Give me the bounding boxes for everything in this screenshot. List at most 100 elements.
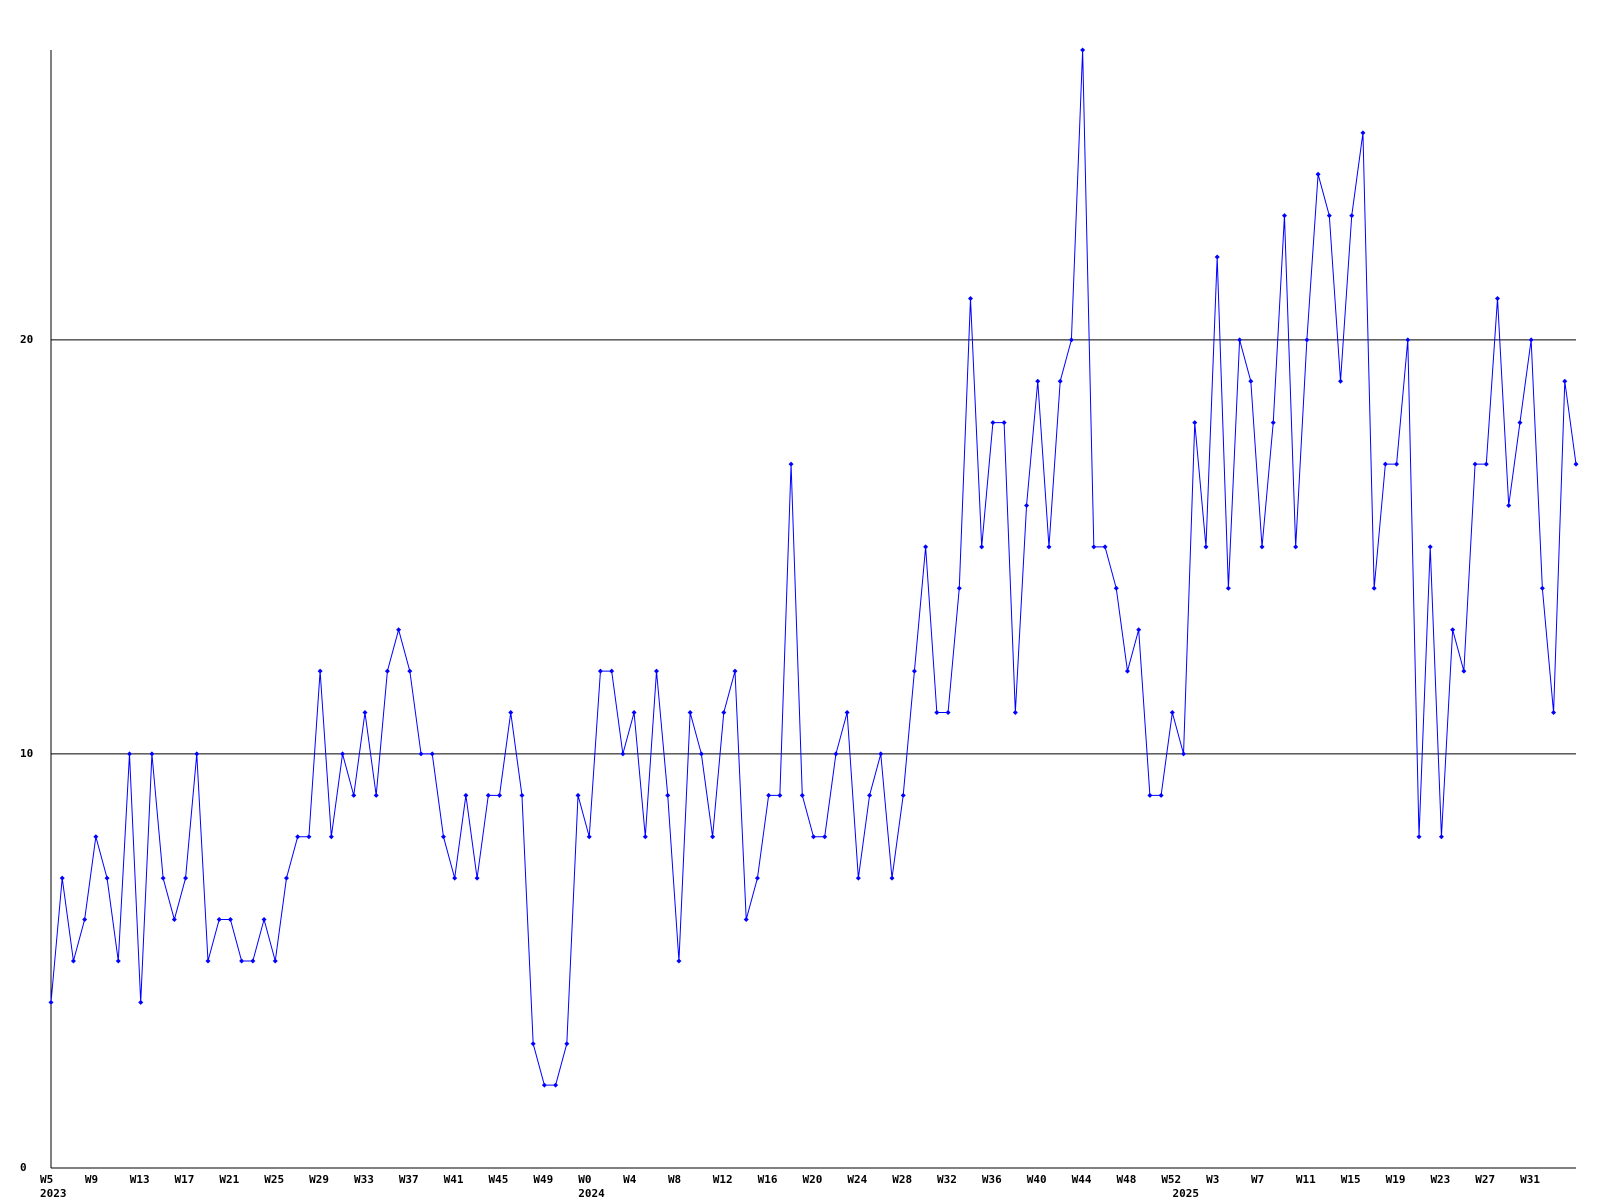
data-point xyxy=(654,668,660,674)
data-point xyxy=(1248,378,1254,384)
x-tick-label: W25 xyxy=(264,1173,284,1186)
data-point xyxy=(1068,337,1074,343)
data-point xyxy=(171,917,177,923)
x-year-label: 2023 xyxy=(40,1187,67,1200)
data-point xyxy=(1281,213,1287,219)
x-tick-label: W15 xyxy=(1341,1173,1361,1186)
data-point xyxy=(1080,47,1086,53)
x-tick-label: W24 xyxy=(847,1173,867,1186)
data-point xyxy=(463,792,469,798)
data-point xyxy=(586,834,592,840)
data-point xyxy=(855,875,861,881)
data-point xyxy=(306,834,312,840)
data-point xyxy=(788,461,794,467)
data-point xyxy=(1293,544,1299,550)
x-tick-label: W21 xyxy=(219,1173,239,1186)
data-point xyxy=(811,834,816,840)
data-point xyxy=(1427,544,1433,550)
data-point xyxy=(777,792,783,798)
data-point xyxy=(160,875,166,881)
data-point xyxy=(48,999,54,1005)
data-point xyxy=(530,1041,536,1047)
x-tick-label: W28 xyxy=(892,1173,912,1186)
data-point xyxy=(1349,213,1355,219)
series-line xyxy=(50,49,1577,1086)
data-point xyxy=(889,875,895,881)
x-tick-label: W31 xyxy=(1520,1173,1540,1186)
data-point xyxy=(1192,420,1198,426)
data-point xyxy=(1203,544,1209,550)
x-year-label: 2024 xyxy=(578,1187,605,1200)
x-tick-label: W3 xyxy=(1206,1173,1219,1186)
data-point xyxy=(631,710,637,716)
data-point xyxy=(923,544,929,550)
data-point xyxy=(1012,710,1018,716)
y-tick-label: 20 xyxy=(20,333,33,346)
x-tick-label: W0 xyxy=(578,1173,591,1186)
data-point xyxy=(418,751,424,757)
data-point xyxy=(676,958,682,964)
x-tick-label: W49 xyxy=(533,1173,553,1186)
data-point xyxy=(497,792,503,798)
x-tick-label: W13 xyxy=(130,1173,150,1186)
data-point xyxy=(597,668,603,674)
data-point xyxy=(82,917,88,923)
data-point xyxy=(1214,254,1220,260)
data-point xyxy=(272,958,278,964)
x-tick-label: W23 xyxy=(1430,1173,1450,1186)
x-tick-label: W37 xyxy=(399,1173,419,1186)
data-point xyxy=(1035,378,1041,384)
x-tick-label: W16 xyxy=(758,1173,778,1186)
data-point xyxy=(115,958,121,964)
data-point xyxy=(721,710,727,716)
data-point xyxy=(1472,461,1478,467)
data-point xyxy=(261,917,267,923)
data-point xyxy=(1539,585,1545,591)
data-point xyxy=(1304,337,1310,343)
data-point xyxy=(93,834,99,840)
x-tick-label: W8 xyxy=(668,1173,681,1186)
data-point xyxy=(183,875,189,881)
data-point xyxy=(429,751,435,757)
data-point xyxy=(485,792,491,798)
data-point xyxy=(911,668,917,674)
x-tick-label: W12 xyxy=(713,1173,733,1186)
data-point xyxy=(1506,502,1512,508)
data-point xyxy=(799,792,805,798)
x-tick-label: W5 xyxy=(40,1173,53,1186)
data-point xyxy=(440,834,446,840)
data-point xyxy=(979,544,985,550)
data-point xyxy=(407,668,413,674)
data-point xyxy=(844,710,850,716)
data-point xyxy=(1057,378,1063,384)
y-tick-label: 0 xyxy=(20,1161,27,1174)
data-point xyxy=(239,958,245,964)
data-point xyxy=(216,917,222,923)
x-tick-label: W44 xyxy=(1072,1173,1092,1186)
data-point xyxy=(766,792,772,798)
data-point xyxy=(1181,751,1187,757)
data-point xyxy=(1147,792,1153,798)
data-point xyxy=(575,792,581,798)
data-point xyxy=(1102,544,1108,550)
data-point xyxy=(1528,337,1534,343)
data-point xyxy=(1326,213,1332,219)
data-point xyxy=(833,751,839,757)
x-tick-label: W32 xyxy=(937,1173,957,1186)
x-tick-label: W29 xyxy=(309,1173,329,1186)
data-point xyxy=(384,668,390,674)
data-point xyxy=(945,710,951,716)
data-point xyxy=(362,710,368,716)
data-point xyxy=(687,710,693,716)
data-point xyxy=(732,668,738,674)
data-point xyxy=(250,958,256,964)
data-point xyxy=(1416,834,1422,840)
data-point xyxy=(508,710,514,716)
data-point xyxy=(1225,585,1231,591)
data-point xyxy=(396,627,402,633)
data-point xyxy=(1461,668,1467,674)
data-point xyxy=(295,834,301,840)
x-year-label: 2025 xyxy=(1173,1187,1200,1200)
data-point xyxy=(1158,792,1164,798)
